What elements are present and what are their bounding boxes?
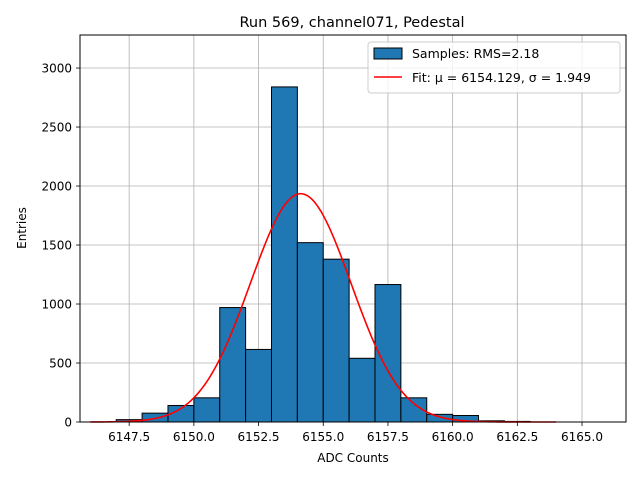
y-tick-label: 1500: [41, 239, 72, 253]
histogram-bars: [115, 86, 531, 423]
y-tick-label: 2000: [41, 180, 72, 194]
x-tick-label: 6150.0: [173, 430, 215, 444]
x-axis-label: ADC Counts: [317, 451, 389, 465]
x-tick-label: 6152.5: [238, 430, 280, 444]
histogram-bar: [374, 284, 402, 423]
x-axis-ticks: 6147.5 6150.0 6152.5 6155.0 6157.5 6160.0 6162…: [108, 422, 603, 444]
legend-box: [367, 41, 621, 94]
y-axis-ticks: 0 500 1000 1500 2000 2500 3000: [41, 62, 80, 430]
y-axis-label: Entries: [15, 207, 29, 249]
histogram-bar: [219, 307, 247, 423]
legend-swatch-histogram: [373, 47, 403, 60]
histogram-bar: [348, 357, 376, 423]
chart-title: Run 569, channel071, Pedestal: [239, 15, 464, 31]
histogram-bar: [322, 258, 350, 423]
histogram-bar: [193, 397, 221, 423]
y-tick-label: 0: [64, 416, 72, 430]
x-tick-label: 6160.0: [432, 430, 474, 444]
histogram-bar: [245, 348, 272, 423]
y-tick-label: 1000: [41, 298, 72, 312]
histogram-bar: [270, 86, 298, 423]
y-tick-label: 500: [49, 357, 72, 371]
plot-area-frame: [79, 34, 627, 423]
x-tick-label: 6162.5: [496, 430, 538, 444]
histogram-bar: [296, 242, 324, 423]
legend: Samples: RMS=2.18 Fit: μ = 6154.129, σ =…: [367, 41, 621, 94]
x-tick-label: 6165.0: [561, 430, 603, 444]
legend-label-histogram: Samples: RMS=2.18: [412, 46, 539, 61]
legend-label-fit: Fit: μ = 6154.129, σ = 1.949: [412, 70, 591, 85]
x-tick-label: 6155.0: [302, 430, 344, 444]
y-tick-label: 3000: [41, 62, 72, 76]
x-tick-label: 6157.5: [367, 430, 409, 444]
x-tick-label: 6147.5: [108, 430, 150, 444]
y-tick-label: 2500: [41, 121, 72, 135]
